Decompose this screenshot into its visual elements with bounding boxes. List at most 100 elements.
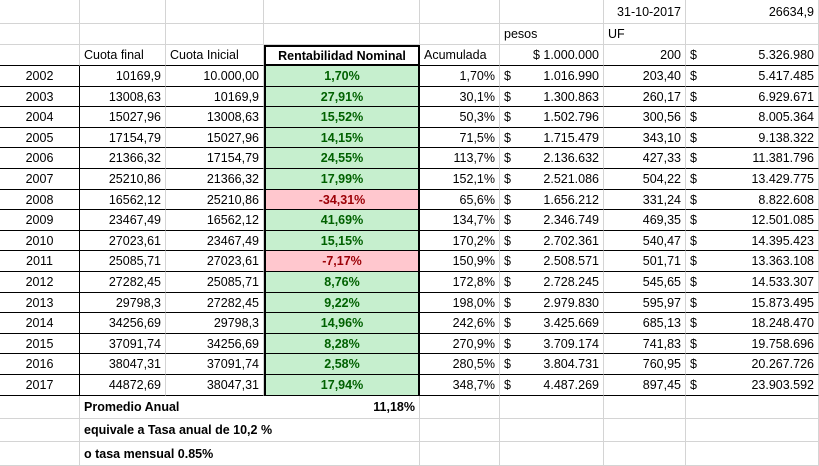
- cell-empty[interactable]: [264, 24, 420, 45]
- cuota-inicial-cell[interactable]: 38047,31: [166, 375, 264, 396]
- pesos-cell[interactable]: 1.300.863 $: [500, 87, 604, 107]
- cell-empty[interactable]: [604, 419, 686, 442]
- uf-pesos-cell[interactable]: 20.267.726 $: [686, 354, 819, 375]
- uf-pesos-cell[interactable]: 12.501.085 $: [686, 210, 819, 231]
- cuota-final-cell[interactable]: 21366,32: [80, 148, 166, 169]
- rentabilidad-cell[interactable]: 27,91%: [264, 87, 420, 107]
- cuota-inicial-cell[interactable]: 10.000,00: [166, 66, 264, 87]
- year-cell[interactable]: 2010: [0, 231, 80, 251]
- uf-pesos-cell[interactable]: 11.381.796 $: [686, 148, 819, 169]
- uf-cell[interactable]: 897,45: [604, 375, 686, 396]
- year-cell[interactable]: 2005: [0, 128, 80, 148]
- cuota-final-cell[interactable]: 27282,45: [80, 272, 166, 293]
- acumulada-cell[interactable]: 172,8%: [420, 272, 500, 293]
- cell-empty[interactable]: [166, 0, 264, 24]
- rentabilidad-cell[interactable]: 9,22%: [264, 293, 420, 313]
- rentabilidad-cell[interactable]: -7,17%: [264, 251, 420, 272]
- uf-pesos-cell[interactable]: 19.758.696 $: [686, 334, 819, 354]
- cuota-final-cell[interactable]: 25085,71: [80, 251, 166, 272]
- uf-pesos-cell[interactable]: 14.533.307 $: [686, 272, 819, 293]
- rentabilidad-cell[interactable]: 2,58%: [264, 354, 420, 375]
- acumulada-cell[interactable]: 150,9%: [420, 251, 500, 272]
- cell-empty[interactable]: [420, 419, 500, 442]
- cuota-inicial-cell[interactable]: 37091,74: [166, 354, 264, 375]
- cuota-final-cell[interactable]: 37091,74: [80, 334, 166, 354]
- uf-cell[interactable]: 203,40: [604, 66, 686, 87]
- pesos-cell[interactable]: 1.502.796 $: [500, 107, 604, 128]
- cuota-inicial-cell[interactable]: 25085,71: [166, 272, 264, 293]
- header-capital[interactable]: $ 1.000.000: [500, 45, 604, 66]
- rentabilidad-cell[interactable]: 17,94%: [264, 375, 420, 396]
- date-cell[interactable]: 31-10-2017: [604, 0, 686, 24]
- rentabilidad-cell[interactable]: 17,99%: [264, 169, 420, 190]
- pesos-cell[interactable]: 2.702.361 $: [500, 231, 604, 251]
- cuota-inicial-cell[interactable]: 17154,79: [166, 148, 264, 169]
- cuota-inicial-cell[interactable]: 27282,45: [166, 293, 264, 313]
- acumulada-cell[interactable]: 270,9%: [420, 334, 500, 354]
- cell-empty[interactable]: [420, 24, 500, 45]
- pesos-cell[interactable]: 2.521.086 $: [500, 169, 604, 190]
- rentabilidad-cell[interactable]: 8,76%: [264, 272, 420, 293]
- acumulada-cell[interactable]: 71,5%: [420, 128, 500, 148]
- pesos-cell[interactable]: 3.804.731 $: [500, 354, 604, 375]
- cuota-final-cell[interactable]: 38047,31: [80, 354, 166, 375]
- rentabilidad-cell[interactable]: 15,52%: [264, 107, 420, 128]
- cell-empty[interactable]: [80, 0, 166, 24]
- cell-empty[interactable]: [500, 396, 604, 419]
- acumulada-cell[interactable]: 134,7%: [420, 210, 500, 231]
- pesos-cell[interactable]: 3.709.174 $: [500, 334, 604, 354]
- acumulada-cell[interactable]: 242,6%: [420, 313, 500, 334]
- pesos-cell[interactable]: 2.508.571 $: [500, 251, 604, 272]
- acumulada-cell[interactable]: 280,5%: [420, 354, 500, 375]
- uf-pesos-cell[interactable]: 6.929.671 $: [686, 87, 819, 107]
- cuota-final-cell[interactable]: 34256,69: [80, 313, 166, 334]
- header-uf-units[interactable]: 200: [604, 45, 686, 66]
- cell-empty[interactable]: [420, 442, 500, 466]
- year-cell[interactable]: 2003: [0, 87, 80, 107]
- cell-empty[interactable]: [500, 419, 604, 442]
- year-cell[interactable]: 2004: [0, 107, 80, 128]
- uf-pesos-cell[interactable]: 8.005.364 $: [686, 107, 819, 128]
- year-cell[interactable]: 2014: [0, 313, 80, 334]
- year-cell[interactable]: 2012: [0, 272, 80, 293]
- rentabilidad-cell[interactable]: 41,69%: [264, 210, 420, 231]
- rentabilidad-cell[interactable]: 8,28%: [264, 334, 420, 354]
- uf-pesos-cell[interactable]: 9.138.322 $: [686, 128, 819, 148]
- acumulada-cell[interactable]: 348,7%: [420, 375, 500, 396]
- uf-cell[interactable]: 595,97: [604, 293, 686, 313]
- pesos-cell[interactable]: 2.728.245 $: [500, 272, 604, 293]
- tasa-anual-text[interactable]: equivale a Tasa anual de 10,2 %: [80, 419, 420, 442]
- cell-empty[interactable]: [500, 442, 604, 466]
- header-cuota-inicial[interactable]: Cuota Inicial: [166, 45, 264, 66]
- pesos-cell[interactable]: 1.656.212 $: [500, 190, 604, 210]
- uf-cell[interactable]: 504,22: [604, 169, 686, 190]
- pesos-cell[interactable]: 2.346.749 $: [500, 210, 604, 231]
- acumulada-cell[interactable]: 152,1%: [420, 169, 500, 190]
- cuota-final-cell[interactable]: 16562,12: [80, 190, 166, 210]
- uf-cell[interactable]: 343,10: [604, 128, 686, 148]
- cell-empty[interactable]: [686, 24, 819, 45]
- cell-empty[interactable]: [686, 419, 819, 442]
- header-rentabilidad[interactable]: Rentabilidad Nominal: [264, 45, 420, 66]
- cuota-final-cell[interactable]: 10169,9: [80, 66, 166, 87]
- year-cell[interactable]: 2013: [0, 293, 80, 313]
- acumulada-cell[interactable]: 1,70%: [420, 66, 500, 87]
- cuota-final-cell[interactable]: 17154,79: [80, 128, 166, 148]
- header-uf-pesos[interactable]: 5.326.980 $: [686, 45, 819, 66]
- uf-cell[interactable]: 545,65: [604, 272, 686, 293]
- acumulada-cell[interactable]: 170,2%: [420, 231, 500, 251]
- uf-pesos-cell[interactable]: 13.363.108 $: [686, 251, 819, 272]
- year-cell[interactable]: 2007: [0, 169, 80, 190]
- cell-empty[interactable]: [0, 442, 80, 466]
- cuota-final-cell[interactable]: 15027,96: [80, 107, 166, 128]
- uf-cell[interactable]: 331,24: [604, 190, 686, 210]
- year-cell[interactable]: 2006: [0, 148, 80, 169]
- pesos-cell[interactable]: 2.979.830 $: [500, 293, 604, 313]
- cuota-inicial-cell[interactable]: 21366,32: [166, 169, 264, 190]
- header-year-empty[interactable]: [0, 45, 80, 66]
- pesos-cell[interactable]: 1.715.479 $: [500, 128, 604, 148]
- uf-pesos-cell[interactable]: 18.248.470 $: [686, 313, 819, 334]
- year-cell[interactable]: 2017: [0, 375, 80, 396]
- uf-pesos-cell[interactable]: 15.873.495 $: [686, 293, 819, 313]
- pesos-cell[interactable]: 3.425.669 $: [500, 313, 604, 334]
